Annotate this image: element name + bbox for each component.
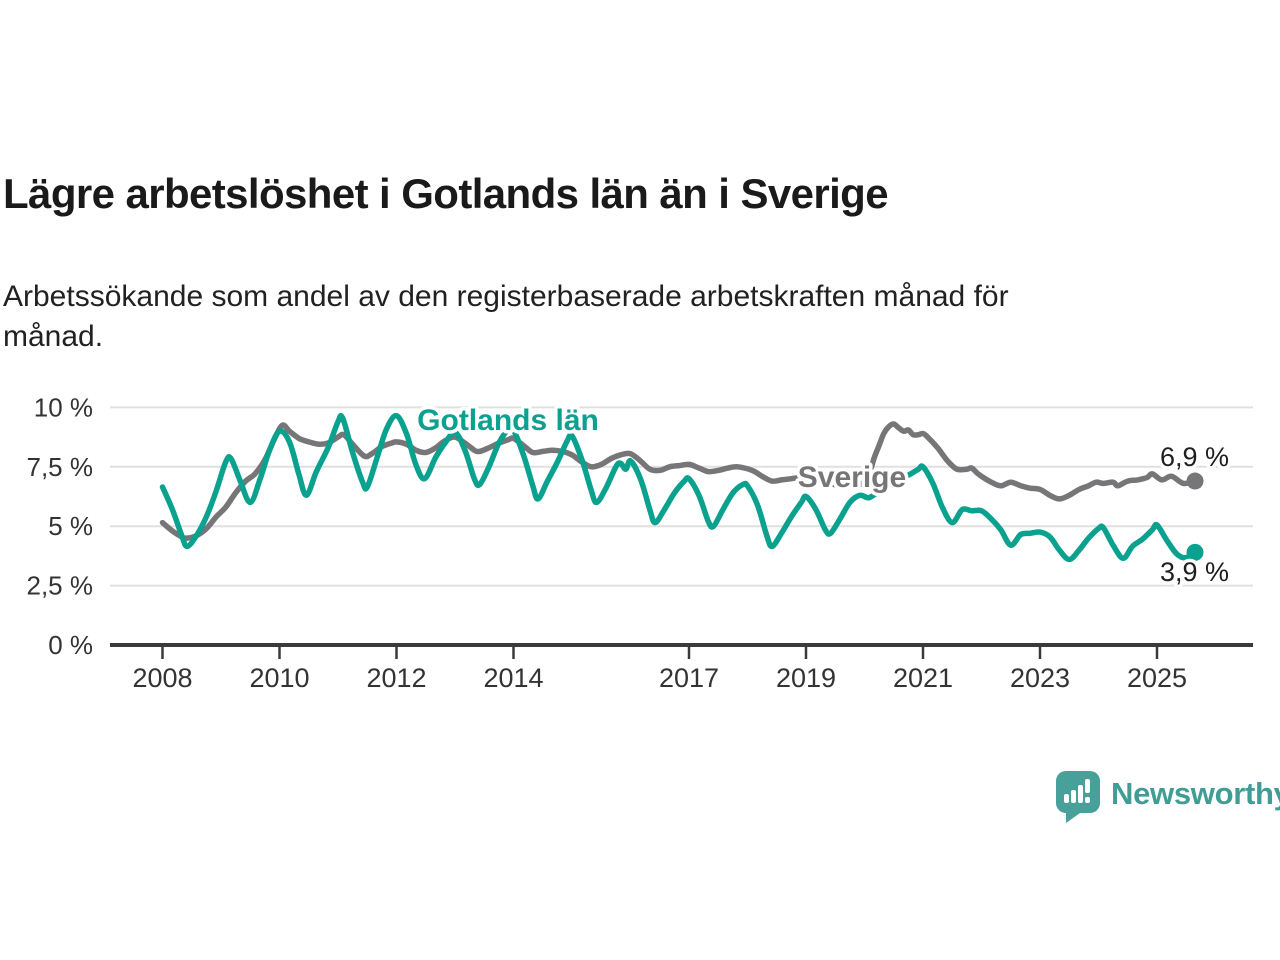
y-tick-label: 0 % (48, 630, 93, 660)
gotland-line (159, 412, 1198, 563)
sverige-end-value-label: 6,9 % (1160, 442, 1229, 472)
y-tick-label: 5 % (48, 511, 93, 541)
x-tick-label: 2017 (659, 663, 719, 693)
x-tick-label: 2008 (132, 663, 192, 693)
logo-bar-chart-glyph (1064, 779, 1090, 803)
x-tick-label: 2019 (776, 663, 836, 693)
newsworthy-brand: Newsworthy (1056, 771, 1280, 823)
chart-subtitle-line1: Arbetssökande som andel av den registerb… (3, 280, 1009, 313)
x-tick-label: 2014 (483, 663, 543, 693)
y-tick-label: 10 % (34, 392, 93, 422)
page-title: Lägre arbetslöshet i Gotlands län än i S… (3, 170, 889, 218)
x-tick-label: 2025 (1127, 663, 1187, 693)
newsworthy-logo-icon (1056, 771, 1100, 823)
brand-name-label: Newsworthy (1111, 776, 1280, 811)
gotland-end-value-label: 3,9 % (1160, 557, 1229, 587)
x-tick-label: 2010 (249, 663, 309, 693)
sverige-series-label: Sverige (798, 461, 906, 494)
y-tick-label: 7,5 % (27, 452, 94, 482)
sverige-end-dot (1186, 472, 1204, 490)
gotland-end-dot (1186, 543, 1204, 561)
x-tick-label: 2012 (366, 663, 426, 693)
sverige-line (159, 421, 1198, 541)
x-tick-label: 2023 (1010, 663, 1070, 693)
chart-subtitle-line2: månad. (3, 320, 104, 354)
gotland-series-label: Gotlands län (417, 404, 599, 437)
y-tick-label: 2,5 % (27, 571, 94, 601)
chart-subtitle: Arbetssökande som andel av den registerb… (3, 277, 1193, 357)
x-tick-label: 2021 (893, 663, 953, 693)
